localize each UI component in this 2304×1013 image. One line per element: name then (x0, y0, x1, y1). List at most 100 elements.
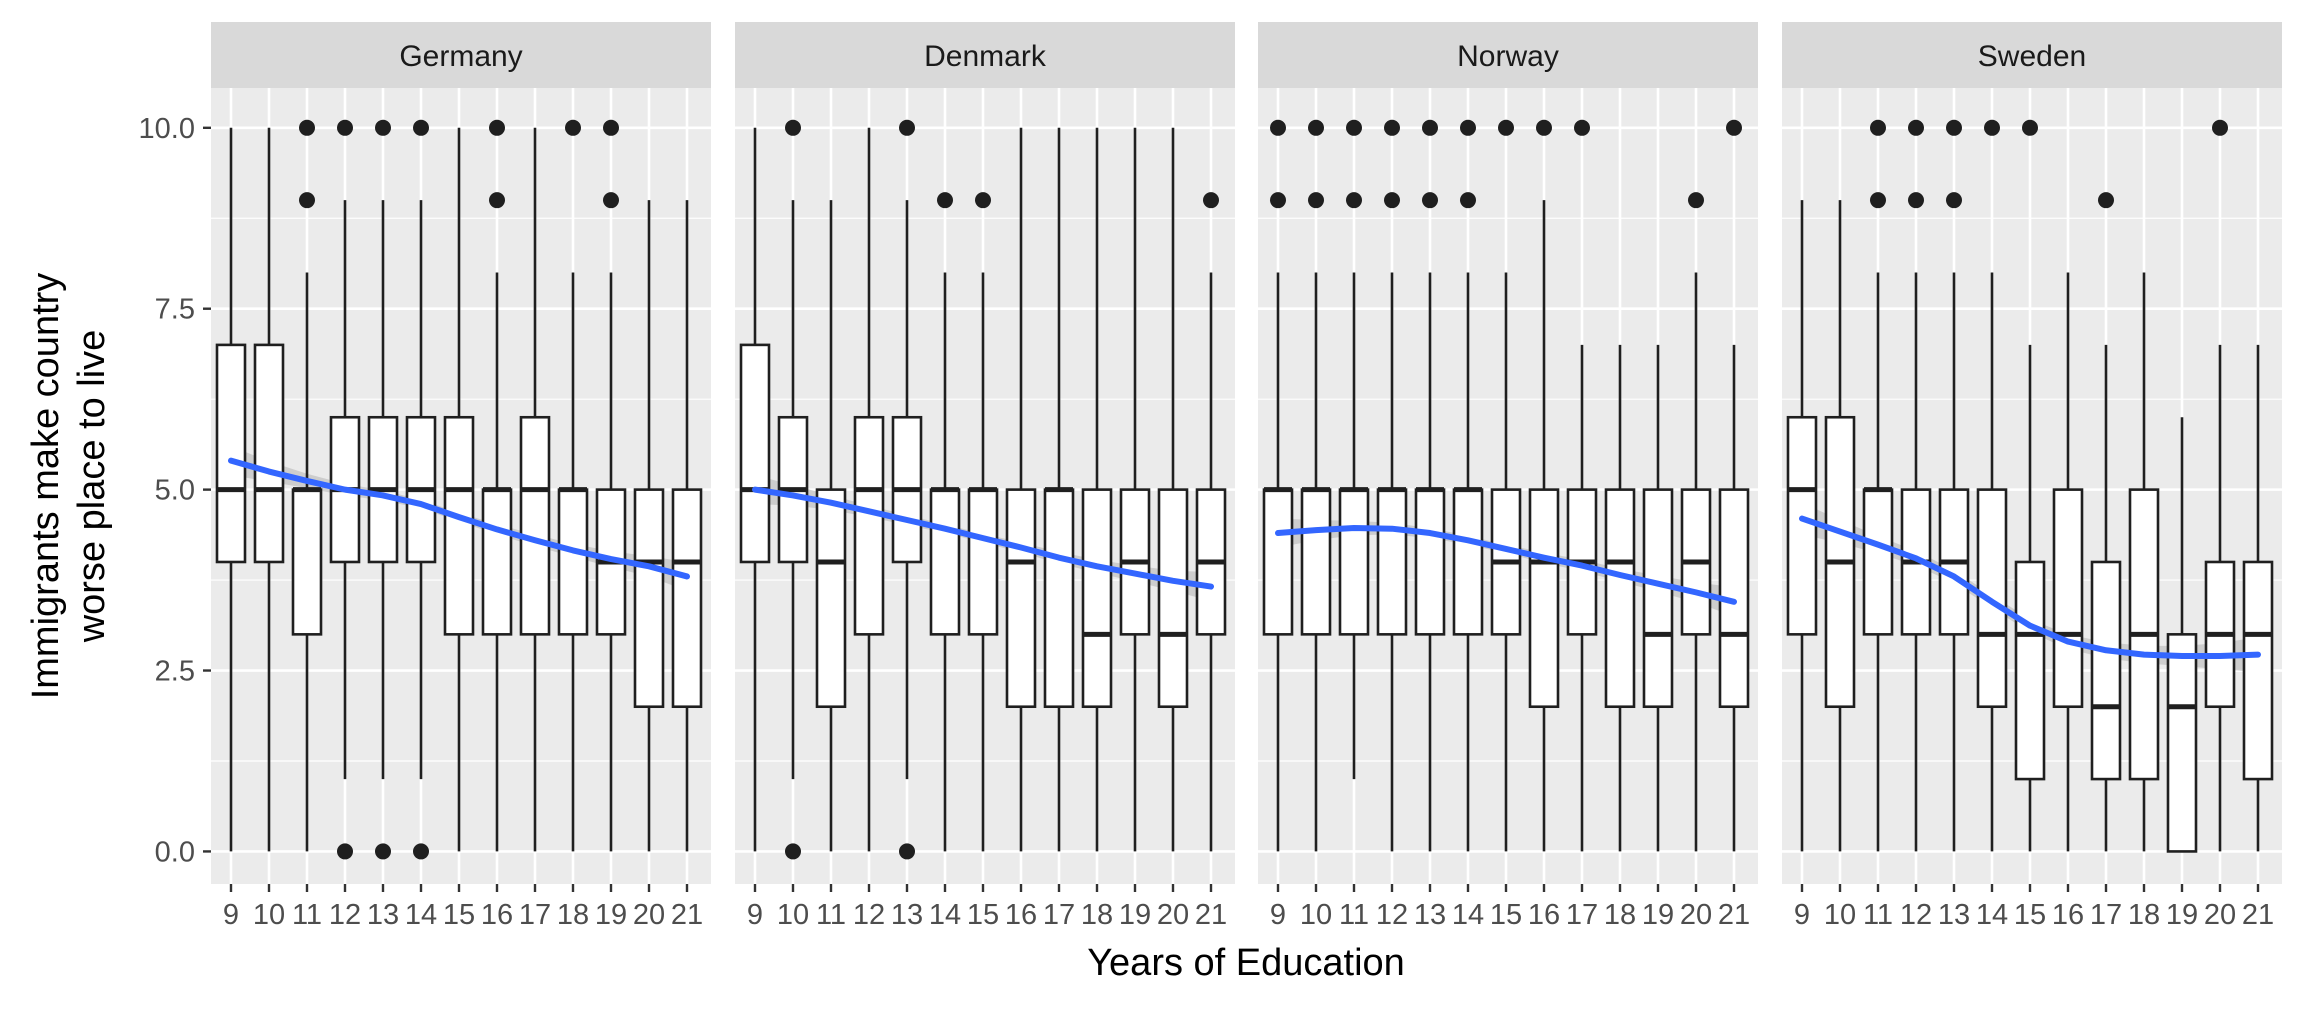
box-iqr (291, 488, 323, 636)
x-tick-label: 9 (1794, 899, 1810, 931)
facet-strip (735, 22, 1235, 88)
x-tick-label: 20 (1157, 899, 1189, 931)
boxplot-11 (1862, 119, 1894, 852)
outlier-point (1384, 119, 1400, 136)
boxplot-21 (671, 200, 703, 852)
boxplot-14 (929, 192, 961, 852)
outlier-point (299, 119, 315, 136)
outlier-point (413, 843, 429, 860)
x-tick-label: 16 (1528, 899, 1560, 931)
outlier-point (899, 119, 915, 136)
box-iqr (1528, 488, 1560, 709)
boxplot-18 (1081, 127, 1113, 852)
x-tick-label: 13 (891, 899, 923, 931)
outlier-point (603, 192, 619, 209)
boxplot-18 (1604, 344, 1636, 852)
outlier-point (1203, 192, 1219, 209)
x-tick-label: 9 (1270, 899, 1286, 931)
boxplot-15 (1490, 119, 1522, 852)
x-tick-label: 15 (2014, 899, 2046, 931)
x-tick-label: 13 (367, 899, 399, 931)
x-tick-label: 10 (777, 899, 809, 931)
x-tick-label: 13 (1938, 899, 1970, 931)
x-tick-label: 15 (1490, 899, 1522, 931)
box-iqr (2014, 560, 2046, 781)
outlier-point (1984, 119, 2000, 136)
x-tick-label: 18 (557, 899, 589, 931)
x-tick-label: 9 (223, 899, 239, 931)
loess-trend-line (1275, 524, 1737, 605)
x-tick-label: 18 (1081, 899, 1113, 931)
boxplot-13 (1414, 119, 1446, 852)
boxplot-9 (215, 127, 247, 852)
box-iqr (1157, 488, 1189, 709)
y-axis: 0.0 2.5 5.0 7.5 10.0 (139, 113, 211, 868)
boxplot-10 (253, 127, 285, 852)
x-tick-label: 12 (1900, 899, 1932, 931)
x-tick-label: 11 (292, 899, 322, 931)
box-iqr (1300, 488, 1332, 636)
loess-trend-line (1799, 515, 2261, 660)
boxplot-9 (1262, 119, 1294, 852)
boxplot-21 (2242, 344, 2274, 852)
outlier-point (375, 119, 391, 136)
x-tick-label: 16 (481, 899, 513, 931)
boxplot-17 (1566, 119, 1598, 852)
loess-trend-line (752, 486, 1214, 590)
box-iqr (633, 488, 665, 709)
facet-label: Germany (399, 40, 522, 73)
panel-background (1258, 88, 1758, 884)
y-tick-label: 2.5 (155, 656, 195, 688)
y-axis-title: Immigrants make country worse place to li… (25, 273, 113, 700)
outlier-point (1422, 192, 1438, 209)
box-iqr (2166, 633, 2198, 853)
x-tick-label: 21 (2242, 899, 2274, 931)
outlier-point (1460, 119, 1476, 136)
boxplot-13 (367, 119, 399, 860)
boxplot-19 (1119, 127, 1151, 852)
box-iqr (443, 415, 475, 636)
boxplot-10 (1824, 200, 1856, 852)
x-tick-label: 16 (2052, 899, 2084, 931)
loess-trend-line (228, 457, 690, 580)
outlier-point (1574, 119, 1590, 136)
outlier-point (413, 119, 429, 136)
outlier-point (299, 192, 315, 209)
x-tick-label: 14 (929, 899, 961, 931)
boxplot-15 (2014, 119, 2046, 852)
outlier-point (1498, 119, 1514, 136)
x-tick-label: 19 (2166, 899, 2198, 931)
boxplot-10 (1300, 119, 1332, 852)
x-tick-label: 20 (633, 899, 665, 931)
outlier-point (1870, 192, 1886, 209)
boxplot-16 (1005, 127, 1037, 852)
box-iqr (1376, 488, 1408, 636)
outlier-point (785, 843, 801, 860)
x-tick-label: 11 (1863, 899, 1893, 931)
boxplot-19 (1642, 344, 1674, 852)
box-iqr (1414, 488, 1446, 636)
x-tick-label: 21 (1195, 899, 1227, 931)
facet-panel-denmark: Denmark 9 10 11 12 13 14 15 16 17 18 19 20 21 (735, 22, 1235, 931)
outlier-point (937, 192, 953, 209)
box-iqr (481, 488, 513, 636)
outlier-point (1726, 119, 1742, 136)
outlier-point (2098, 192, 2114, 209)
outlier-point (1536, 119, 1552, 136)
outlier-point (1422, 119, 1438, 136)
boxplot-11 (1338, 119, 1370, 780)
x-tick-label: 12 (329, 899, 361, 931)
outlier-point (1270, 192, 1286, 209)
boxplot-17 (519, 127, 551, 852)
facet-panel-germany: Germany 9 10 11 12 13 14 15 16 17 18 19 20 21 (211, 22, 711, 931)
outlier-point (489, 192, 505, 209)
facet-panel-norway: Norway 9 10 11 12 13 14 15 16 17 18 19 20 21 (1258, 22, 1758, 931)
boxplot-17 (1043, 127, 1075, 852)
x-tick-label: 20 (2204, 899, 2236, 931)
x-tick-label: 18 (2128, 899, 2160, 931)
y-tick-label: 5.0 (155, 475, 195, 507)
x-tick-label: 17 (2090, 899, 2122, 931)
outlier-point (975, 192, 991, 209)
